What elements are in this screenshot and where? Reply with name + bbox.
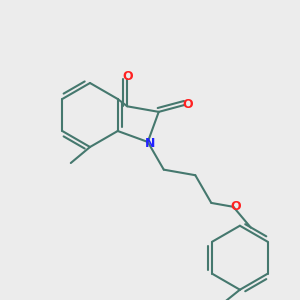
Text: N: N	[145, 137, 155, 150]
Text: O: O	[122, 70, 133, 83]
Text: O: O	[230, 200, 241, 213]
Text: O: O	[183, 98, 193, 111]
